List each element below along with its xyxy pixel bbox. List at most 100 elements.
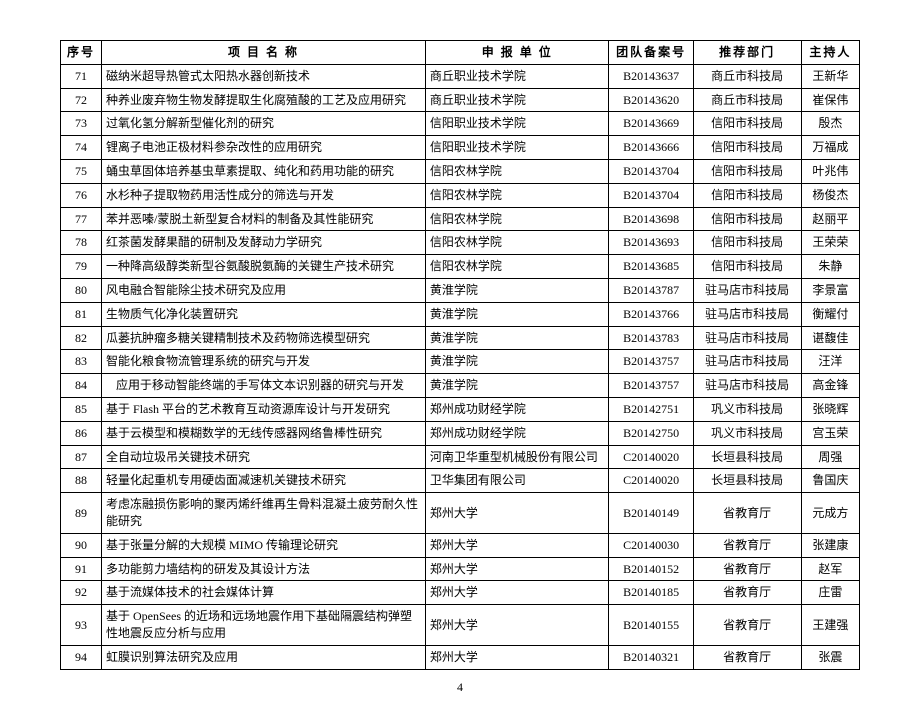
cell: 86 bbox=[61, 421, 102, 445]
cell: 79 bbox=[61, 255, 102, 279]
cell: 信阳市科技局 bbox=[693, 159, 801, 183]
cell: 88 bbox=[61, 469, 102, 493]
cell: 蛹虫草固体培养基虫草素提取、纯化和药用功能的研究 bbox=[102, 159, 426, 183]
table-header-row: 序号项 目 名 称申 报 单 位团队备案号推荐部门主持人 bbox=[61, 41, 860, 65]
cell: 张震 bbox=[801, 645, 859, 669]
table-row: 91多功能剪力墙结构的研发及其设计方法郑州大学B20140152省教育厅赵军 bbox=[61, 557, 860, 581]
cell: 宫玉荣 bbox=[801, 421, 859, 445]
cell: 杨俊杰 bbox=[801, 183, 859, 207]
cell: 驻马店市科技局 bbox=[693, 374, 801, 398]
cell: 省教育厅 bbox=[693, 645, 801, 669]
cell: B20143666 bbox=[609, 136, 693, 160]
cell: 水杉种子提取物药用活性成分的筛选与开发 bbox=[102, 183, 426, 207]
cell: 78 bbox=[61, 231, 102, 255]
cell: 锂离子电池正极材料参杂改性的应用研究 bbox=[102, 136, 426, 160]
cell: B20142751 bbox=[609, 397, 693, 421]
col-header-1: 项 目 名 称 bbox=[102, 41, 426, 65]
cell: 信阳农林学院 bbox=[425, 159, 609, 183]
col-header-5: 主持人 bbox=[801, 41, 859, 65]
cell: 85 bbox=[61, 397, 102, 421]
cell: 信阳农林学院 bbox=[425, 183, 609, 207]
cell: 郑州大学 bbox=[425, 493, 609, 534]
table-row: 84应用于移动智能终端的手写体文本识别器的研究与开发黄淮学院B20143757驻… bbox=[61, 374, 860, 398]
cell: 基于张量分解的大规模 MIMO 传输理论研究 bbox=[102, 533, 426, 557]
cell: 郑州成功财经学院 bbox=[425, 397, 609, 421]
cell: 王荣荣 bbox=[801, 231, 859, 255]
cell: 商丘职业技术学院 bbox=[425, 88, 609, 112]
table-row: 75蛹虫草固体培养基虫草素提取、纯化和药用功能的研究信阳农林学院B2014370… bbox=[61, 159, 860, 183]
cell: 商丘职业技术学院 bbox=[425, 64, 609, 88]
cell: 信阳职业技术学院 bbox=[425, 112, 609, 136]
cell: 黄淮学院 bbox=[425, 374, 609, 398]
cell: 赵军 bbox=[801, 557, 859, 581]
cell: 75 bbox=[61, 159, 102, 183]
cell: 朱静 bbox=[801, 255, 859, 279]
cell: 黄淮学院 bbox=[425, 278, 609, 302]
cell: 巩义市科技局 bbox=[693, 397, 801, 421]
cell: 74 bbox=[61, 136, 102, 160]
cell: 90 bbox=[61, 533, 102, 557]
cell: B20140149 bbox=[609, 493, 693, 534]
table-row: 86基于云模型和模糊数学的无线传感器网络鲁棒性研究郑州成功财经学院B201427… bbox=[61, 421, 860, 445]
cell: 郑州成功财经学院 bbox=[425, 421, 609, 445]
col-header-3: 团队备案号 bbox=[609, 41, 693, 65]
table-row: 71磁纳米超导热管式太阳热水器创新技术商丘职业技术学院B20143637商丘市科… bbox=[61, 64, 860, 88]
data-table: 序号项 目 名 称申 报 单 位团队备案号推荐部门主持人 71磁纳米超导热管式太… bbox=[60, 40, 860, 670]
cell: 省教育厅 bbox=[693, 605, 801, 646]
table-row: 83智能化粮食物流管理系统的研究与开发黄淮学院B20143757驻马店市科技局汪… bbox=[61, 350, 860, 374]
cell: 信阳市科技局 bbox=[693, 255, 801, 279]
cell: B20140152 bbox=[609, 557, 693, 581]
cell: 71 bbox=[61, 64, 102, 88]
cell: 红茶菌发酵果醋的研制及发酵动力学研究 bbox=[102, 231, 426, 255]
cell: 91 bbox=[61, 557, 102, 581]
cell: 驻马店市科技局 bbox=[693, 326, 801, 350]
cell: 76 bbox=[61, 183, 102, 207]
cell: 周强 bbox=[801, 445, 859, 469]
cell: 崔保伟 bbox=[801, 88, 859, 112]
cell: 77 bbox=[61, 207, 102, 231]
cell: 轻量化起重机专用硬齿面减速机关键技术研究 bbox=[102, 469, 426, 493]
table-row: 89考虑冻融损伤影响的聚丙烯纤维再生骨料混凝土疲劳耐久性能研究郑州大学B2014… bbox=[61, 493, 860, 534]
cell: 信阳市科技局 bbox=[693, 183, 801, 207]
cell: 王建强 bbox=[801, 605, 859, 646]
cell: 庄雷 bbox=[801, 581, 859, 605]
cell: 一种降高级醇类新型谷氨酸脱氨酶的关键生产技术研究 bbox=[102, 255, 426, 279]
cell: 81 bbox=[61, 302, 102, 326]
cell: C20140020 bbox=[609, 469, 693, 493]
cell: 郑州大学 bbox=[425, 533, 609, 557]
cell: C20140020 bbox=[609, 445, 693, 469]
col-header-0: 序号 bbox=[61, 41, 102, 65]
cell: 商丘市科技局 bbox=[693, 64, 801, 88]
cell: 信阳市科技局 bbox=[693, 231, 801, 255]
cell: B20142750 bbox=[609, 421, 693, 445]
cell: 卫华集团有限公司 bbox=[425, 469, 609, 493]
cell: B20143757 bbox=[609, 374, 693, 398]
cell: 元成方 bbox=[801, 493, 859, 534]
cell: 93 bbox=[61, 605, 102, 646]
table-row: 76水杉种子提取物药用活性成分的筛选与开发信阳农林学院B20143704信阳市科… bbox=[61, 183, 860, 207]
cell: 张晓辉 bbox=[801, 397, 859, 421]
cell: 郑州大学 bbox=[425, 581, 609, 605]
col-header-4: 推荐部门 bbox=[693, 41, 801, 65]
cell: B20143698 bbox=[609, 207, 693, 231]
cell: B20143766 bbox=[609, 302, 693, 326]
cell: 信阳农林学院 bbox=[425, 231, 609, 255]
cell: 黄淮学院 bbox=[425, 326, 609, 350]
cell: 84 bbox=[61, 374, 102, 398]
table-row: 87全自动垃圾吊关键技术研究河南卫华重型机械股份有限公司C20140020长垣县… bbox=[61, 445, 860, 469]
cell: 王新华 bbox=[801, 64, 859, 88]
col-header-2: 申 报 单 位 bbox=[425, 41, 609, 65]
cell: 郑州大学 bbox=[425, 645, 609, 669]
table-row: 77苯并恶嗪/蒙脱土新型复合材料的制备及其性能研究信阳农林学院B20143698… bbox=[61, 207, 860, 231]
cell: 赵丽平 bbox=[801, 207, 859, 231]
table-row: 88轻量化起重机专用硬齿面减速机关键技术研究卫华集团有限公司C20140020长… bbox=[61, 469, 860, 493]
cell: 全自动垃圾吊关键技术研究 bbox=[102, 445, 426, 469]
cell: 高金锋 bbox=[801, 374, 859, 398]
cell: B20143704 bbox=[609, 183, 693, 207]
cell: B20143620 bbox=[609, 88, 693, 112]
table-row: 73过氧化氢分解新型催化剂的研究信阳职业技术学院B20143669信阳市科技局殷… bbox=[61, 112, 860, 136]
cell: 驻马店市科技局 bbox=[693, 278, 801, 302]
cell: 应用于移动智能终端的手写体文本识别器的研究与开发 bbox=[102, 374, 426, 398]
cell: 智能化粮食物流管理系统的研究与开发 bbox=[102, 350, 426, 374]
cell: 磁纳米超导热管式太阳热水器创新技术 bbox=[102, 64, 426, 88]
